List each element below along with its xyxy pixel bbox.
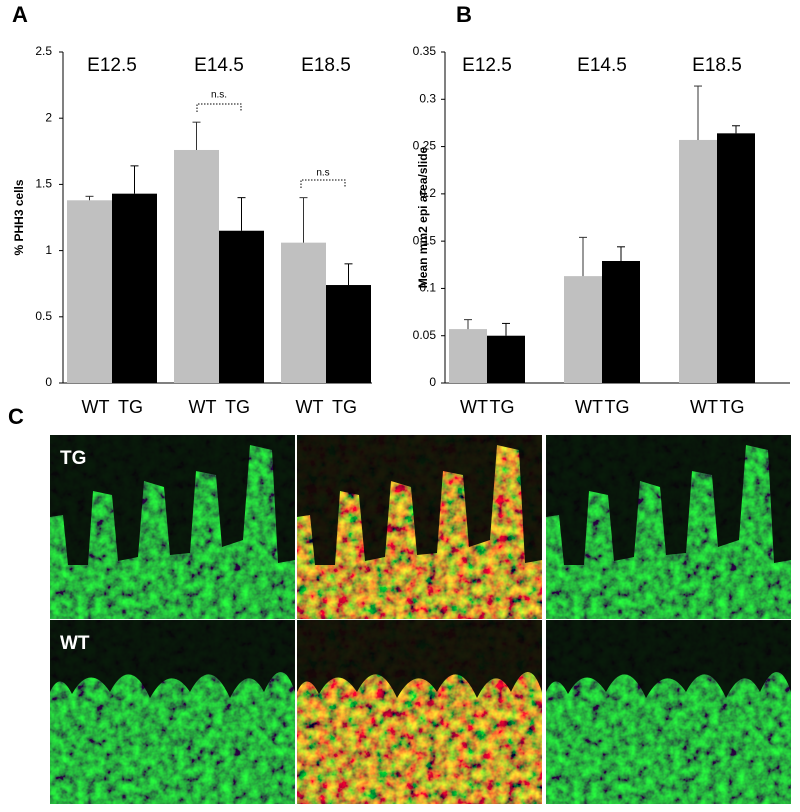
x-label: TG	[332, 397, 357, 417]
error-bar	[694, 85, 702, 140]
bar	[564, 276, 602, 383]
lumen	[50, 620, 295, 698]
panel-label: A	[12, 2, 28, 27]
micrograph	[50, 435, 295, 619]
y-tick-label: 1	[45, 243, 52, 257]
x-label: TG	[720, 397, 745, 417]
lumen	[297, 620, 542, 698]
micrograph	[297, 435, 542, 619]
group-label: E12.5	[87, 55, 137, 76]
y-tick-label: 0.5	[35, 309, 52, 323]
x-label: TG	[490, 397, 515, 417]
y-tick-label: 0.3	[419, 91, 436, 105]
micrograph	[546, 620, 791, 804]
x-label: WT	[690, 397, 718, 417]
lumen	[546, 620, 791, 698]
bar	[67, 200, 112, 383]
bar	[219, 230, 264, 383]
error-bar	[237, 197, 246, 231]
lumen	[50, 435, 295, 565]
y-tick-label: 0	[429, 375, 436, 389]
x-label: WT	[575, 397, 603, 417]
lumen	[297, 435, 542, 565]
error-bar	[130, 165, 139, 194]
bar	[112, 193, 157, 383]
bar	[174, 149, 219, 383]
error-bar	[344, 263, 353, 286]
error-bar	[579, 236, 587, 277]
y-tick-label: 2	[45, 110, 52, 124]
x-label: WT	[82, 397, 110, 417]
row-label: TG	[60, 448, 86, 469]
row-label: WT	[60, 633, 90, 654]
lumen	[546, 435, 791, 565]
bar	[449, 329, 487, 383]
panel-label: C	[8, 404, 24, 429]
significance-bracket	[300, 179, 346, 188]
significance-bracket	[196, 103, 242, 112]
bar	[281, 242, 326, 383]
x-label: WT	[460, 397, 488, 417]
bar	[487, 335, 525, 383]
error-bar	[299, 197, 308, 243]
x-label: TG	[225, 397, 250, 417]
error-bar	[617, 246, 625, 262]
y-tick-label: 0	[45, 375, 52, 389]
annotation: n.s	[316, 168, 329, 179]
group-label: E14.5	[194, 55, 244, 76]
y-tick-label: 0.1	[419, 281, 436, 295]
x-label: TG	[118, 397, 143, 417]
micrograph	[297, 620, 542, 804]
micrograph	[546, 435, 791, 619]
y-axis-label: Mean mm2 epi area/slide	[416, 146, 430, 288]
y-axis-label: % PHH3 cells	[12, 179, 26, 255]
bar	[679, 139, 717, 383]
error-bar	[85, 195, 94, 201]
y-tick-label: 2.5	[35, 44, 52, 58]
y-tick-label: 0.05	[413, 328, 437, 342]
y-tick-label: 0.35	[413, 44, 437, 58]
bar	[602, 261, 640, 383]
micrograph	[50, 620, 295, 804]
annotation: n.s.	[211, 90, 227, 101]
x-label: WT	[296, 397, 324, 417]
group-label: E18.5	[692, 55, 742, 76]
error-bar	[192, 121, 201, 150]
group-label: E18.5	[301, 55, 351, 76]
panel-label: B	[456, 2, 472, 27]
x-label: WT	[189, 397, 217, 417]
x-label: TG	[605, 397, 630, 417]
group-label: E12.5	[462, 55, 512, 76]
error-bar	[732, 125, 740, 134]
bar	[717, 133, 755, 383]
error-bar	[464, 319, 472, 330]
error-bar	[502, 322, 510, 336]
y-tick-label: 0.15	[413, 233, 437, 247]
micrographs: TG WT	[50, 435, 791, 804]
y-tick-label: 0.2	[419, 186, 436, 200]
group-label: E14.5	[577, 55, 627, 76]
y-tick-label: 0.25	[413, 139, 437, 153]
y-tick-label: 1.5	[35, 177, 52, 191]
bar	[326, 285, 371, 383]
